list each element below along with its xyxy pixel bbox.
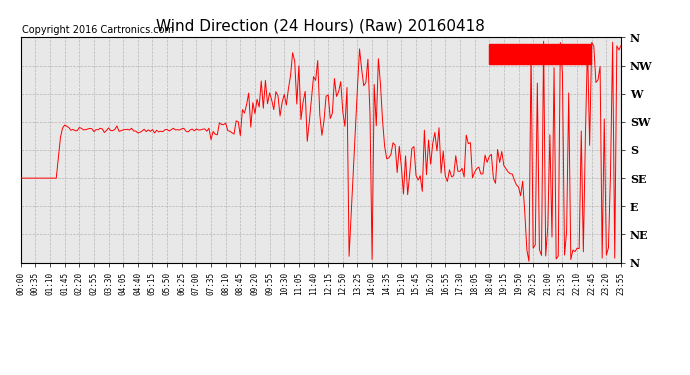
Title: Wind Direction (24 Hours) (Raw) 20160418: Wind Direction (24 Hours) (Raw) 20160418 (157, 18, 485, 33)
FancyBboxPatch shape (489, 44, 591, 64)
Text: Copyright 2016 Cartronics.com: Copyright 2016 Cartronics.com (22, 25, 174, 35)
Text: Direction: Direction (515, 29, 565, 39)
